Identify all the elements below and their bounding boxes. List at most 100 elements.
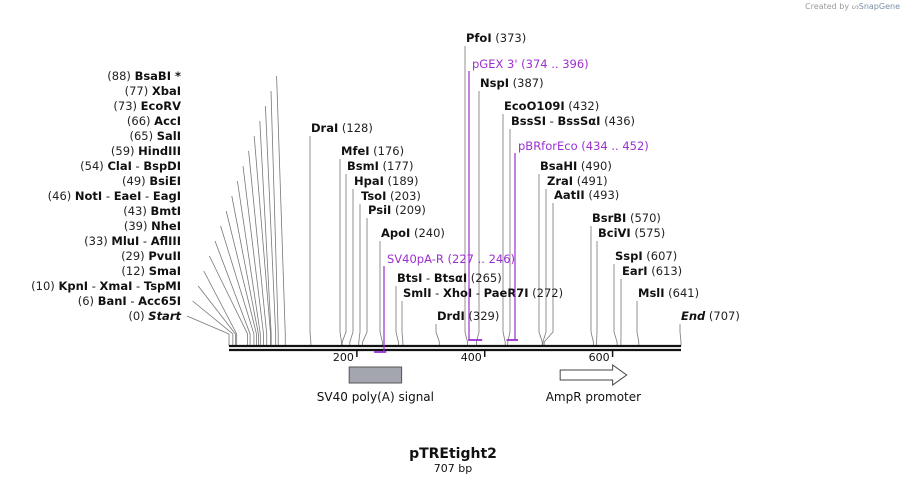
site-position: (6) <box>78 294 98 308</box>
site-label: EcoO109I (432) <box>504 99 599 113</box>
enzyme-name: Start <box>148 309 181 323</box>
site-label: (66) AccI <box>127 114 181 128</box>
site-position: (65) <box>129 129 156 143</box>
site-position: (88) <box>107 69 134 83</box>
site-label: (33) MluI - AflIII <box>84 234 181 248</box>
site-position: (432) <box>565 99 600 113</box>
site-label: DrdI (329) <box>437 309 499 323</box>
site-position: (613) <box>648 264 683 278</box>
site-position: (43) <box>123 204 150 218</box>
map-length: 707 bp <box>434 462 472 475</box>
site-position: (329) <box>465 309 500 323</box>
primer-label: pGEX 3' (374 .. 396) <box>472 57 589 71</box>
enzyme-name: MluI <box>111 234 139 248</box>
site-label: BtsI - BtsαI (265) <box>397 271 502 285</box>
site-leader <box>270 90 279 346</box>
enzyme-name: BsiEI <box>149 174 181 188</box>
enzyme-name: ApoI <box>381 226 410 240</box>
site-position: (240) <box>410 226 445 240</box>
site-position: (73) <box>113 99 140 113</box>
enzyme-name: BciVI <box>598 226 631 240</box>
site-leader <box>209 255 248 346</box>
site-position: (209) <box>391 203 426 217</box>
site-leader <box>276 75 286 346</box>
site-sep: - <box>546 114 557 128</box>
site-label: (43) BmtI <box>123 204 181 218</box>
site-position: (66) <box>127 114 154 128</box>
site-position: (707) <box>705 309 740 323</box>
site-position: (33) <box>84 234 111 248</box>
site-leader <box>349 189 354 346</box>
enzyme-name: XbaI <box>152 84 181 98</box>
site-label: MslI (641) <box>638 286 699 300</box>
enzyme-name: KpnI <box>58 279 88 293</box>
site-label: (65) SalI <box>129 129 181 143</box>
enzyme-name: BssSI <box>511 114 546 128</box>
credit-brand: SnapGene <box>858 2 900 11</box>
site-position: (176) <box>370 144 405 158</box>
enzyme-name: XhoI <box>443 286 472 300</box>
sequence-backbone: 200 400 600 <box>229 344 681 364</box>
site-label: PfoI (373) <box>466 31 526 45</box>
site-leader <box>237 180 261 346</box>
enzyme-name: DraI <box>311 121 338 135</box>
enzyme-name: ZraI <box>547 174 573 188</box>
site-sep: - <box>139 234 150 248</box>
site-leader <box>362 218 368 346</box>
primer-name: SV40pA-R <box>387 252 444 266</box>
site-leader <box>358 204 361 346</box>
site-label: BsrBI (570) <box>592 211 661 225</box>
enzyme-name: BtsI <box>397 271 422 285</box>
primer-label: SV40pA-R (227 .. 246) <box>387 252 515 266</box>
enzyme-name: BmtI <box>150 204 181 218</box>
site-position: (46) <box>48 189 75 203</box>
enzyme-name: NspI <box>480 76 509 90</box>
site-leader <box>253 135 271 346</box>
site-leader <box>542 189 547 346</box>
enzyme-name: XmaI <box>100 279 133 293</box>
primers: pGEX 3' (374 .. 396) pBRforEco (434 .. 45… <box>374 57 649 353</box>
site-label: (12) SmaI <box>121 264 181 278</box>
site-leader-lines <box>186 46 682 346</box>
enzyme-name: End <box>681 309 706 323</box>
site-label: EarI (613) <box>622 264 682 278</box>
site-leader <box>590 226 594 346</box>
enzyme-name: BsaHI <box>540 159 577 173</box>
enzyme-name: TsoI <box>361 189 386 203</box>
site-leader <box>242 165 264 346</box>
site-label: MfeI (176) <box>341 144 404 158</box>
site-position: (128) <box>338 121 373 135</box>
site-label: SspI (607) <box>615 249 677 263</box>
site-leader <box>395 286 399 346</box>
enzyme-name: PfoI <box>466 31 492 45</box>
enzyme-name: SmaI <box>149 264 181 278</box>
site-leader <box>379 241 383 346</box>
site-leader <box>464 46 468 346</box>
site-position: (641) <box>665 286 700 300</box>
site-sep: - <box>88 279 99 293</box>
site-label: HpaI (189) <box>354 174 419 188</box>
snapgene-credit: Created by ᔕSnapGene <box>805 2 900 11</box>
primer-range: (434 .. 452) <box>578 139 649 153</box>
site-label: (59) HindIII <box>111 144 181 158</box>
site-position: (491) <box>573 174 608 188</box>
features: SV40 poly(A) signal AmpR promoter <box>317 364 641 404</box>
site-position: (387) <box>509 76 544 90</box>
site-position: (575) <box>631 226 666 240</box>
site-label: ZraI (491) <box>547 174 608 188</box>
enzyme-name: BspDI <box>143 159 181 173</box>
enzyme-name: HpaI <box>354 174 384 188</box>
site-leader <box>259 120 272 346</box>
enzyme-name: EcoO109I <box>504 99 565 113</box>
site-sep: - <box>472 286 483 300</box>
site-position: (265) <box>467 271 502 285</box>
scale-tick-label: 600 <box>589 351 610 364</box>
enzyme-name: NotI <box>75 189 102 203</box>
site-position: (39) <box>124 219 151 233</box>
site-labels: (0) Start(6) BanI - Acc65I(10) KpnI - Xm… <box>31 31 740 323</box>
scale-tick-label: 400 <box>461 351 482 364</box>
primer-range: (374 .. 396) <box>518 57 589 71</box>
site-sep: - <box>132 159 143 173</box>
site-position: (29) <box>121 249 148 263</box>
primer-label: pBRforEco (434 .. 452) <box>518 139 649 153</box>
